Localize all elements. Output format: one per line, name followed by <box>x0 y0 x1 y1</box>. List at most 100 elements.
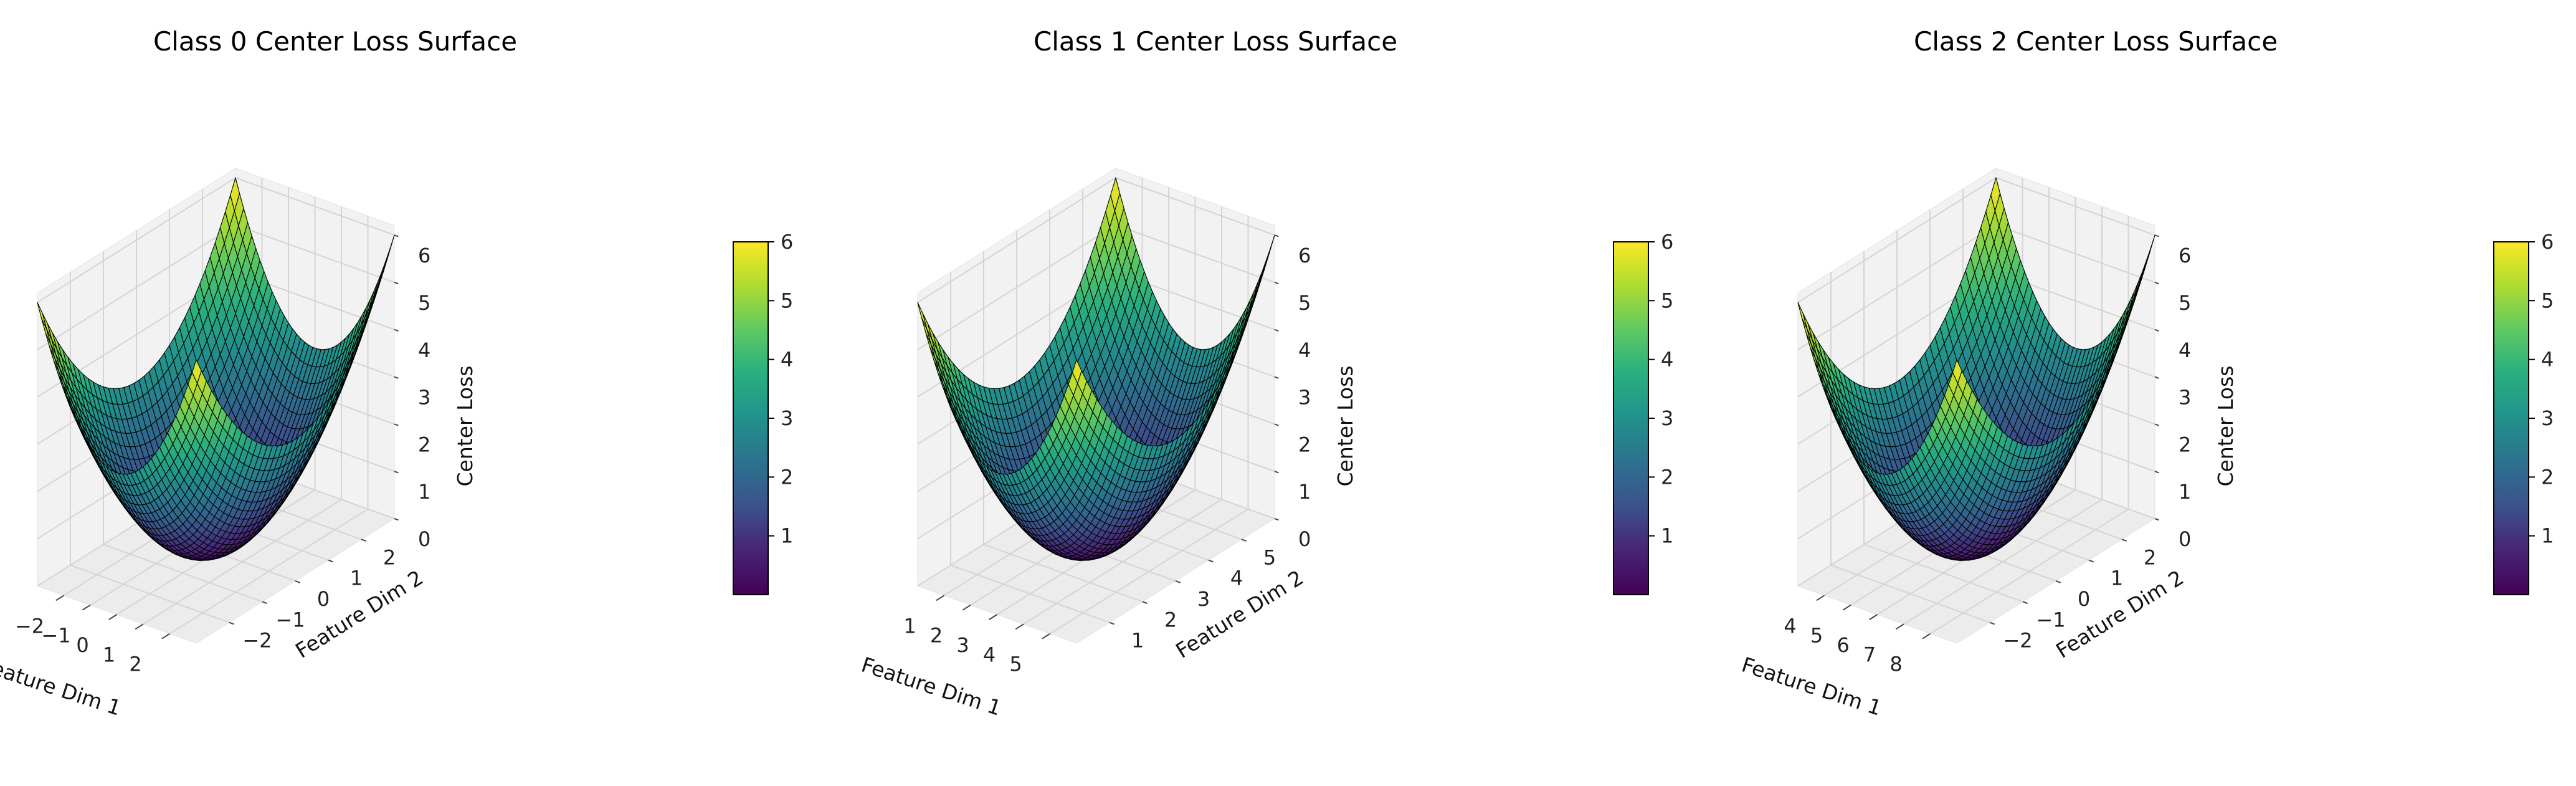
y-tick <box>1175 580 1181 583</box>
z-tick <box>1274 471 1279 474</box>
x-tick-label: 4 <box>983 643 996 666</box>
x-tick-label: 3 <box>956 633 969 657</box>
colorbar-tick-label: 2 <box>1661 465 1673 489</box>
z-tick-label: 1 <box>1298 480 1311 504</box>
colorbar-tick-label: 4 <box>2541 348 2554 371</box>
colorbar-tick-label: 3 <box>781 406 793 430</box>
gridline-z-left <box>917 177 1116 304</box>
colorbar-tick-label: 2 <box>781 465 793 489</box>
x-tick-label: 5 <box>1810 624 1823 648</box>
z-tick-label: 3 <box>2179 386 2191 410</box>
y-tick-label: 2 <box>1164 608 1177 631</box>
y-tick <box>1241 539 1247 542</box>
x-tick <box>936 595 945 601</box>
z-tick-label: 6 <box>1298 244 1311 267</box>
z-tick <box>2154 471 2159 474</box>
y-tick-label: 5 <box>1263 545 1276 569</box>
y-tick-label: 1 <box>2111 567 2123 590</box>
z-axis-label: Center Loss <box>453 366 477 487</box>
x-tick <box>1895 623 1904 630</box>
x-tick <box>1922 633 1931 640</box>
z-tick-label: 6 <box>418 244 430 267</box>
colorbar <box>1613 241 1649 595</box>
z-tick <box>394 234 399 237</box>
surface-facet <box>191 359 202 384</box>
z-tick-label: 5 <box>2179 291 2191 315</box>
y-tick <box>328 559 333 563</box>
z-tick <box>1274 282 1279 285</box>
x-tick <box>962 604 971 611</box>
surface-facet <box>37 302 47 330</box>
colorbar-tick-label: 3 <box>1661 406 1673 430</box>
colorbar-tick-label: 6 <box>781 230 793 254</box>
x-tick <box>161 633 171 640</box>
gridline-z-back <box>1115 177 1275 236</box>
surface-facet <box>230 177 240 211</box>
x-tick-label: −1 <box>41 624 70 648</box>
x-tick <box>1842 604 1851 611</box>
z-tick <box>2154 328 2159 332</box>
y-tick <box>1142 601 1148 605</box>
x-tick-label: 2 <box>129 653 141 676</box>
surface <box>37 177 395 561</box>
y-tick <box>295 580 300 583</box>
surface-facet <box>1110 177 1121 211</box>
z-tick-label: 0 <box>1298 527 1311 551</box>
y-tick-label: 0 <box>317 587 330 611</box>
x-tick <box>1042 633 1051 640</box>
colorbar-tick-label: 5 <box>781 289 793 312</box>
colorbar-tick-label: 1 <box>1661 524 1673 548</box>
z-tick <box>394 328 399 332</box>
colorbar-tick-label: 6 <box>1661 230 1673 254</box>
x-tick-label: 0 <box>76 633 88 657</box>
x-tick-label: 4 <box>1784 614 1796 638</box>
colorbar-tick-label: 1 <box>2541 524 2554 548</box>
z-tick-label: 4 <box>1298 338 1311 362</box>
y-tick <box>262 601 267 605</box>
gridline-z-left <box>37 224 236 350</box>
z-tick-label: 0 <box>2179 527 2191 551</box>
x-tick-label: 5 <box>1009 653 1022 676</box>
gridline-z-back <box>235 224 395 283</box>
z-tick-label: 2 <box>418 433 430 456</box>
z-tick-label: 5 <box>418 291 430 315</box>
gridline-z-left <box>37 177 236 304</box>
y-tick-label: 3 <box>1197 587 1210 611</box>
colorbar <box>733 241 769 595</box>
y-tick <box>229 621 234 625</box>
x-tick <box>1015 623 1024 630</box>
x-tick <box>82 604 91 611</box>
z-axis-label: Center Loss <box>1333 366 1357 487</box>
x-tick <box>1816 595 1825 601</box>
z-tick <box>1274 518 1279 521</box>
gridline-y-floor <box>950 564 1110 623</box>
colorbar-tick-label: 6 <box>2541 230 2554 254</box>
y-tick-label: 2 <box>383 545 396 569</box>
y-tick-label: 0 <box>2078 587 2090 611</box>
x-tick <box>108 614 118 620</box>
z-tick-label: 6 <box>2179 244 2191 267</box>
y-tick-label: 4 <box>1230 567 1243 590</box>
z-tick <box>394 471 399 474</box>
y-tick-label: −2 <box>242 629 272 653</box>
y-tick-label: −1 <box>275 608 305 631</box>
z-tick <box>2154 376 2159 379</box>
x-tick-label: 8 <box>1889 653 1902 676</box>
z-tick <box>394 518 399 521</box>
z-tick-label: 5 <box>1298 291 1311 315</box>
z-tick <box>1274 234 1279 237</box>
z-tick-label: 2 <box>1298 433 1311 456</box>
y-tick-label: −2 <box>2003 629 2032 653</box>
gridline-y-floor <box>103 544 263 603</box>
z-tick <box>2154 234 2159 237</box>
colorbar <box>2493 241 2529 595</box>
y-tick-label: 1 <box>350 567 363 590</box>
gridline-z-left <box>917 224 1116 350</box>
colorbar-tick-label: 5 <box>2541 289 2554 312</box>
z-tick-label: 0 <box>418 527 430 551</box>
z-tick <box>394 282 399 285</box>
z-tick-label: 4 <box>418 338 430 362</box>
